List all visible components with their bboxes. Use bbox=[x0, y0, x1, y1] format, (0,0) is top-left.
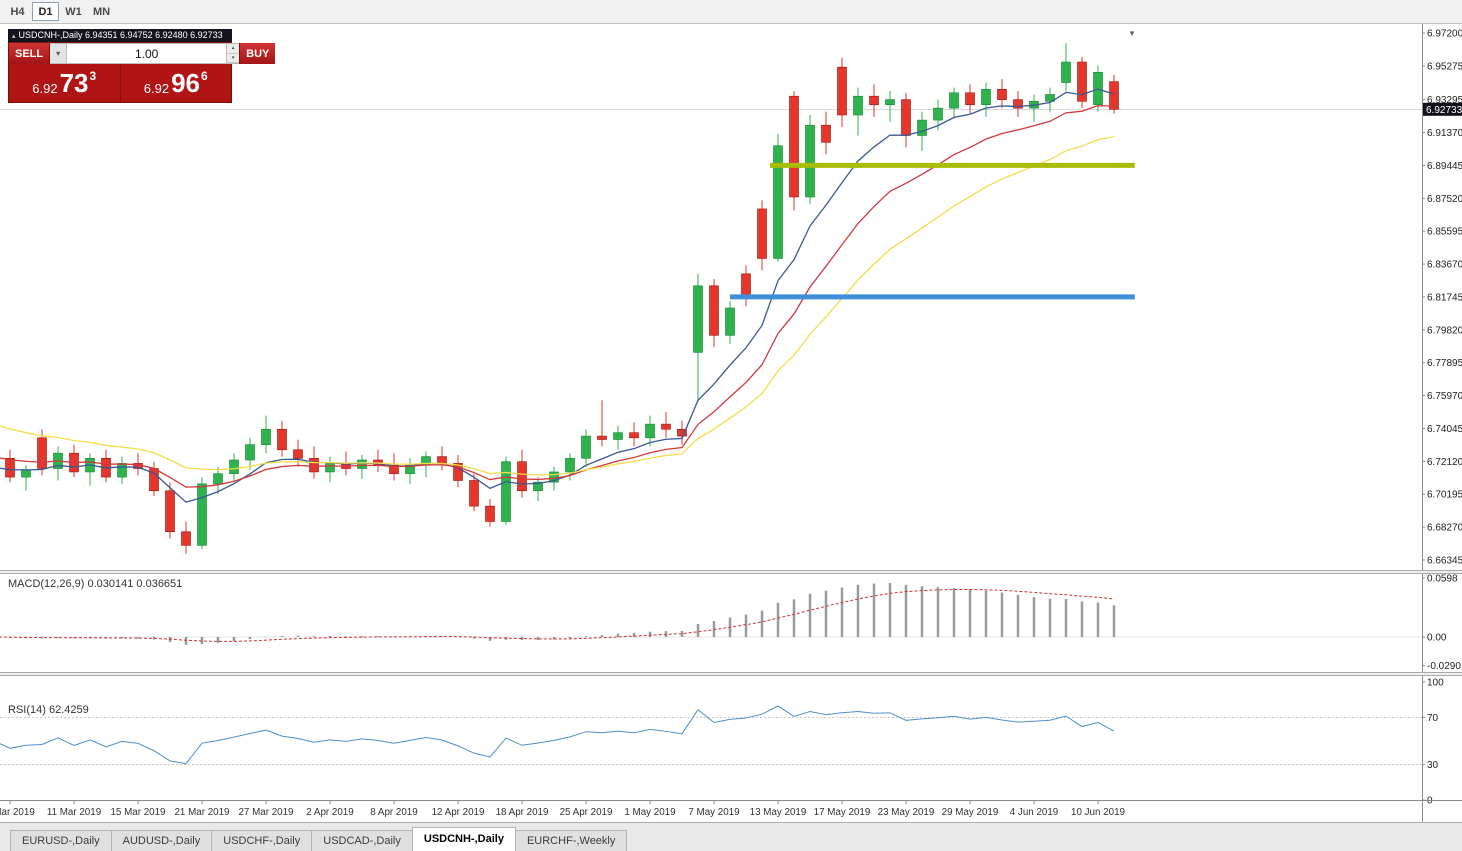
buy-price-pipette: 6 bbox=[201, 69, 208, 83]
svg-text:8 Apr 2019: 8 Apr 2019 bbox=[370, 807, 417, 818]
svg-text:10 Jun 2019: 10 Jun 2019 bbox=[1071, 807, 1125, 818]
price-divider bbox=[119, 64, 121, 102]
svg-text:25 Apr 2019: 25 Apr 2019 bbox=[560, 807, 613, 818]
sell-button[interactable]: SELL bbox=[9, 43, 51, 64]
svg-text:6.95275: 6.95275 bbox=[1427, 61, 1462, 72]
date-axis bbox=[9, 801, 1099, 804]
sell-price[interactable]: 6.92 73 3 bbox=[9, 64, 120, 102]
svg-text:15 Mar 2019: 15 Mar 2019 bbox=[110, 807, 165, 818]
svg-text:6.87520: 6.87520 bbox=[1427, 194, 1462, 205]
symbol-info-strip: ▴ USDCNH-,Daily 6.94351 6.94752 6.92480 6… bbox=[8, 29, 232, 42]
volume-dropdown-button[interactable]: ▾ bbox=[50, 44, 68, 63]
chart-tab-eurchf-weekly[interactable]: EURCHF-,Weekly bbox=[514, 830, 628, 851]
buy-price-big: 6.92 bbox=[143, 80, 170, 96]
chart-tabs-bar: EURUSD-,Daily AUDUSD-,Daily USDCHF-,Daily U… bbox=[0, 822, 1462, 851]
rsi-line bbox=[0, 705, 1115, 765]
svg-text:6.81745: 6.81745 bbox=[1427, 292, 1462, 303]
bid-ask-prices: 6.92 73 3 6.92 96 6 bbox=[9, 64, 231, 102]
svg-text:6.77895: 6.77895 bbox=[1427, 358, 1462, 369]
one-click-trading-panel: SELL ▾ ▴ ▾ BUY 6.92 73 3 bbox=[8, 42, 276, 103]
svg-text:6.91370: 6.91370 bbox=[1427, 128, 1462, 139]
volume-input[interactable] bbox=[67, 44, 227, 63]
ma-fast-line bbox=[0, 88, 1115, 503]
svg-text:6.97200: 6.97200 bbox=[1427, 29, 1462, 40]
svg-text:4 Jun 2019: 4 Jun 2019 bbox=[1010, 807, 1058, 818]
buy-price[interactable]: 6.92 96 6 bbox=[121, 64, 232, 102]
buy-button[interactable]: BUY bbox=[239, 43, 276, 64]
svg-text:-0.0290: -0.0290 bbox=[1427, 661, 1461, 672]
timeframe-button-d1[interactable]: D1 bbox=[32, 2, 59, 21]
svg-text:7 May 2019: 7 May 2019 bbox=[688, 807, 739, 818]
timeframe-button-h4[interactable]: H4 bbox=[4, 2, 31, 21]
chart-area[interactable]: 6.97200 6.95275 6.93295 6.91370 6.89445 6.875… bbox=[0, 24, 1462, 822]
candles-layer bbox=[5, 43, 1119, 554]
chart-tab-usdchf-daily[interactable]: USDCHF-,Daily bbox=[211, 830, 313, 851]
svg-text:11 Mar 2019: 11 Mar 2019 bbox=[47, 807, 101, 818]
volume-control: ▾ ▴ ▾ bbox=[50, 43, 240, 64]
chart-tab-usdcad-daily[interactable]: USDCAD-,Daily bbox=[311, 830, 413, 851]
svg-text:6.79820: 6.79820 bbox=[1427, 325, 1462, 336]
timeframe-button-w1[interactable]: W1 bbox=[60, 2, 87, 21]
svg-text:27 Mar 2019: 27 Mar 2019 bbox=[238, 807, 293, 818]
svg-text:0.0598: 0.0598 bbox=[1427, 574, 1458, 585]
svg-text:1 May 2019: 1 May 2019 bbox=[624, 807, 675, 818]
symbol-ohlc-text: USDCNH-,Daily 6.94351 6.94752 6.92480 6.… bbox=[18, 30, 223, 40]
sell-price-big: 6.92 bbox=[32, 80, 58, 96]
price-chart[interactable]: 6.97200 6.95275 6.93295 6.91370 6.89445 6.875… bbox=[0, 24, 1462, 822]
svg-text:6.70195: 6.70195 bbox=[1427, 490, 1462, 501]
svg-text:17 May 2019: 17 May 2019 bbox=[814, 807, 871, 818]
svg-text:30: 30 bbox=[1427, 760, 1439, 771]
svg-text:29 May 2019: 29 May 2019 bbox=[942, 807, 999, 818]
svg-text:23 May 2019: 23 May 2019 bbox=[878, 807, 935, 818]
svg-text:21 Mar 2019: 21 Mar 2019 bbox=[174, 807, 229, 818]
svg-text:6.93295: 6.93295 bbox=[1427, 95, 1462, 106]
macd-signal-line bbox=[0, 589, 1115, 642]
timeframe-toolbar: H4 D1 W1 MN bbox=[0, 0, 1462, 24]
svg-text:70: 70 bbox=[1427, 713, 1439, 724]
svg-text:5 Mar 2019: 5 Mar 2019 bbox=[0, 807, 35, 818]
chart-tab-audusd-daily[interactable]: AUDUSD-,Daily bbox=[110, 830, 213, 851]
volume-spinner: ▴ ▾ bbox=[226, 44, 240, 63]
volume-increase-button[interactable]: ▴ bbox=[227, 44, 240, 54]
macd-label: MACD(12,26,9) 0.030141 0.036651 bbox=[8, 578, 182, 590]
buy-price-pips: 96 bbox=[171, 68, 201, 98]
chart-tab-eurusd-daily[interactable]: EURUSD-,Daily bbox=[10, 830, 112, 851]
svg-text:6.66345: 6.66345 bbox=[1427, 556, 1462, 567]
scroll-end-marker-icon[interactable]: ▼ bbox=[1128, 29, 1136, 38]
svg-text:12 Apr 2019: 12 Apr 2019 bbox=[432, 807, 485, 818]
sell-price-pips: 73 bbox=[59, 68, 89, 98]
timeframe-button-mn[interactable]: MN bbox=[88, 2, 115, 21]
svg-text:18 Apr 2019: 18 Apr 2019 bbox=[496, 807, 549, 818]
svg-text:6.75970: 6.75970 bbox=[1427, 391, 1462, 402]
volume-decrease-button[interactable]: ▾ bbox=[227, 53, 240, 63]
svg-text:0.00: 0.00 bbox=[1427, 633, 1447, 644]
svg-text:2 Apr 2019: 2 Apr 2019 bbox=[306, 807, 353, 818]
svg-text:6.85595: 6.85595 bbox=[1427, 227, 1462, 238]
collapse-arrow-icon[interactable]: ▴ bbox=[12, 33, 16, 40]
svg-text:6.89445: 6.89445 bbox=[1427, 161, 1462, 172]
svg-text:6.74045: 6.74045 bbox=[1427, 424, 1462, 435]
rsi-label: RSI(14) 62.4259 bbox=[8, 704, 89, 716]
svg-text:6.92733: 6.92733 bbox=[1426, 105, 1462, 116]
ma-slow-line bbox=[0, 136, 1115, 476]
sell-price-pipette: 3 bbox=[89, 69, 97, 83]
svg-text:6.83670: 6.83670 bbox=[1427, 260, 1462, 271]
svg-text:6.72120: 6.72120 bbox=[1427, 457, 1462, 468]
svg-text:6.68270: 6.68270 bbox=[1427, 523, 1462, 534]
svg-text:13 May 2019: 13 May 2019 bbox=[750, 807, 807, 818]
chart-tab-usdcnh-daily[interactable]: USDCNH-,Daily bbox=[411, 827, 516, 851]
current-price-badge bbox=[1423, 102, 1462, 116]
ma-mid-line bbox=[0, 104, 1115, 488]
svg-text:100: 100 bbox=[1427, 678, 1444, 689]
